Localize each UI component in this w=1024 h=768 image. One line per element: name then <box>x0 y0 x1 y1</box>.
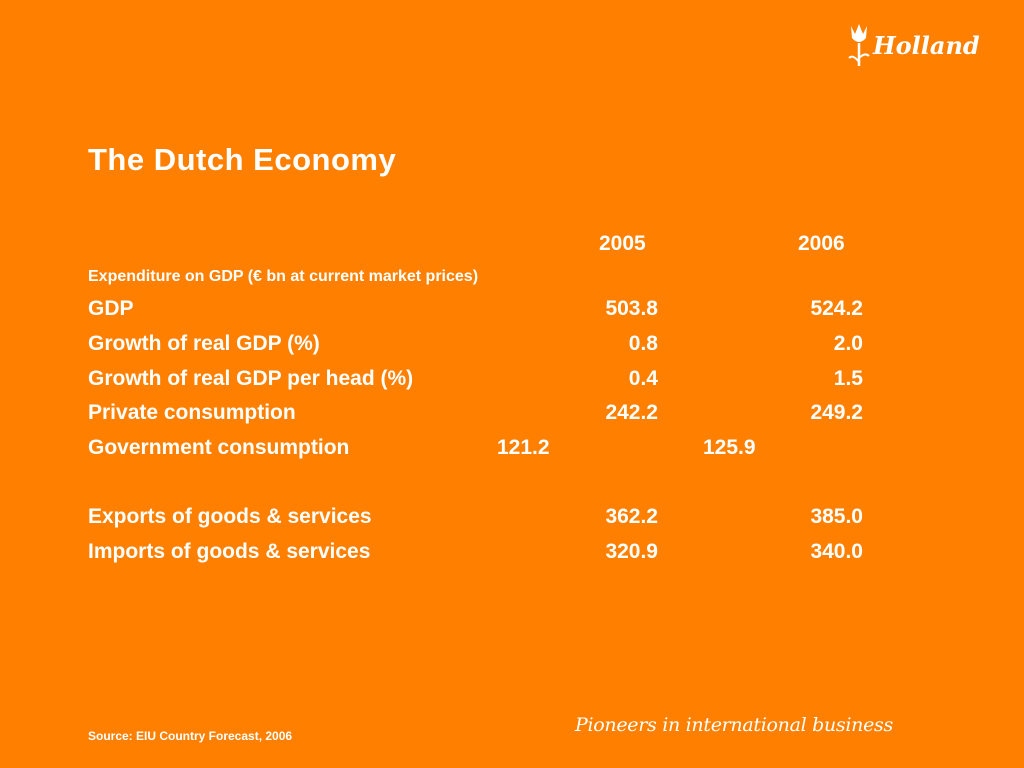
value-2006: 249.2 <box>810 401 863 424</box>
tagline: Pioneers in international business <box>575 714 893 736</box>
row-label: Growth of real GDP (%) <box>88 332 320 355</box>
table-row: Growth of real GDP per head (%) 0.4 1.5 <box>0 367 1024 397</box>
value-2006: 385.0 <box>810 505 863 528</box>
value-2005: 0.8 <box>628 332 658 355</box>
logo-wordmark: Holland <box>872 31 980 60</box>
row-label: GDP <box>88 297 134 320</box>
table-row: Government consumption 121.2 125.9 <box>0 436 1024 466</box>
value-2005: 242.2 <box>605 401 658 424</box>
table-row: Imports of goods & services 320.9 340.0 <box>0 540 1024 570</box>
value-2005: 0.4 <box>628 367 658 390</box>
table-row: GDP 503.8 524.2 <box>0 297 1024 327</box>
column-header-2006: 2006 <box>798 232 845 255</box>
tulip-icon: Holland <box>848 24 980 66</box>
row-label: Private consumption <box>88 401 296 424</box>
value-2005: 121.2 <box>497 436 550 459</box>
column-header-2005: 2005 <box>599 232 646 255</box>
value-2006: 340.0 <box>810 540 863 563</box>
row-label: Government consumption <box>88 436 350 459</box>
value-2005: 503.8 <box>605 297 658 320</box>
table-row: Exports of goods & services 362.2 385.0 <box>0 505 1024 535</box>
value-2005: 362.2 <box>605 505 658 528</box>
row-label: Imports of goods & services <box>88 540 371 563</box>
table-row: Growth of real GDP (%) 0.8 2.0 <box>0 332 1024 362</box>
value-2006: 524.2 <box>810 297 863 320</box>
value-2005: 320.9 <box>605 540 658 563</box>
value-2006: 125.9 <box>703 436 756 459</box>
row-label: Exports of goods & services <box>88 505 372 528</box>
source-note: Source: EIU Country Forecast, 2006 <box>88 729 293 743</box>
row-label: Growth of real GDP per head (%) <box>88 367 414 390</box>
slide-title: The Dutch Economy <box>88 142 397 177</box>
table-row: Private consumption 242.2 249.2 <box>0 401 1024 431</box>
holland-logo: Holland <box>845 16 1005 72</box>
value-2006: 2.0 <box>833 332 863 355</box>
table-subheading: Expenditure on GDP (€ bn at current mark… <box>88 268 479 285</box>
value-2006: 1.5 <box>833 367 863 390</box>
